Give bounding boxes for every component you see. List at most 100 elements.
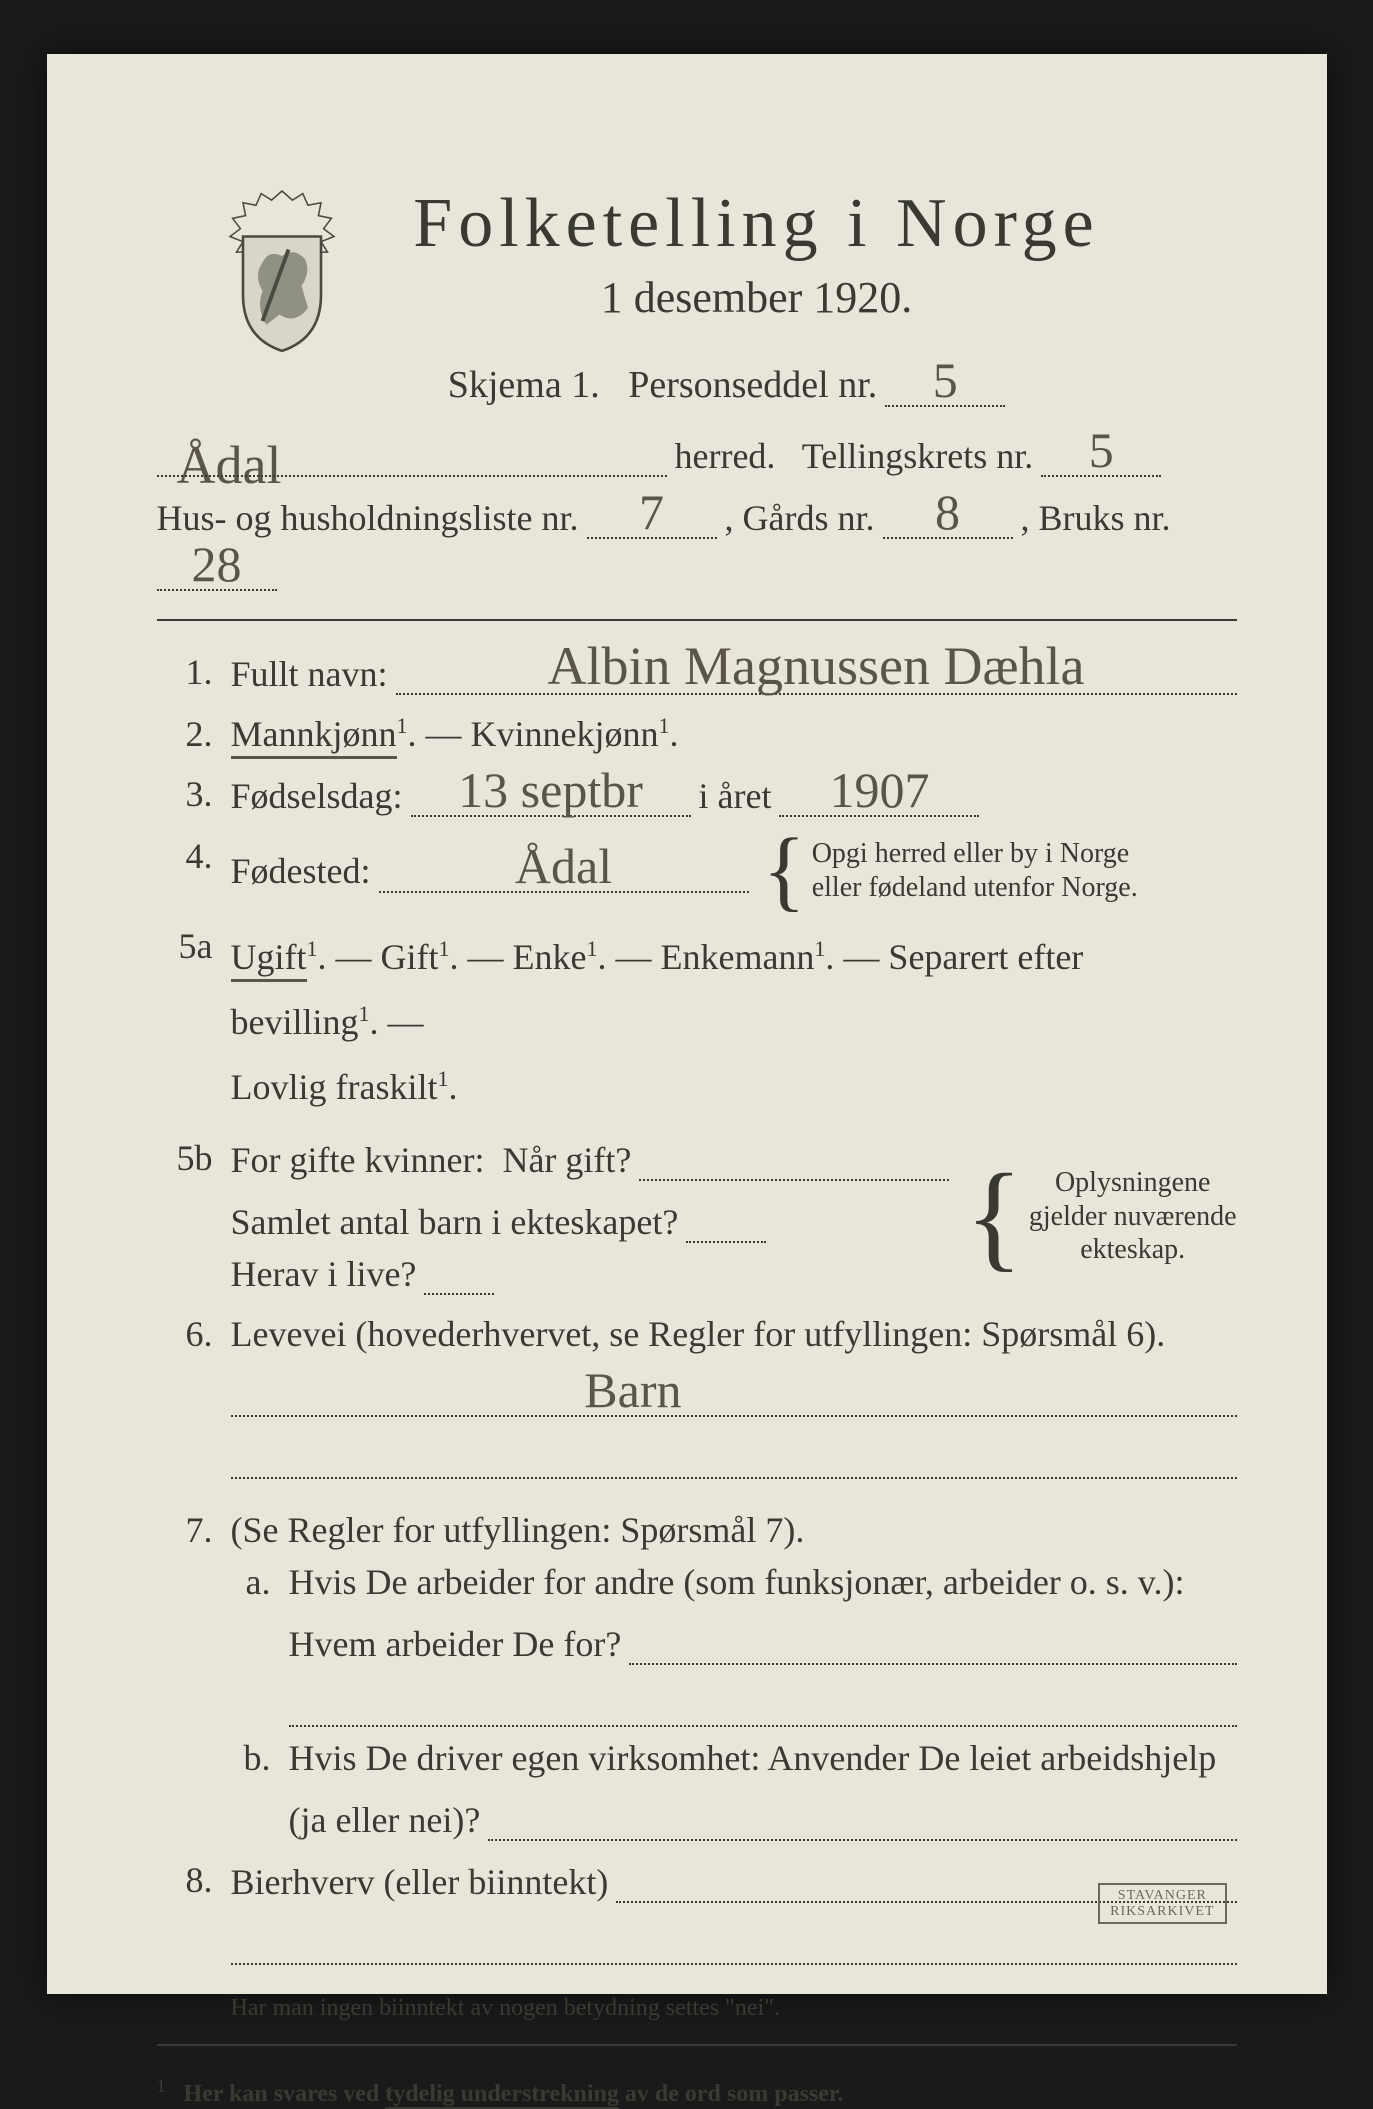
q2-period2: . bbox=[669, 714, 678, 754]
employer-field bbox=[629, 1621, 1236, 1665]
fn-t1: Her kan svares ved bbox=[184, 2081, 386, 2107]
husliste-label: Hus- og husholdningsliste nr. bbox=[157, 497, 579, 539]
q1-num: 1. bbox=[157, 651, 213, 695]
q6-label: Levevei (hovederhvervet, se Regler for u… bbox=[231, 1314, 1166, 1354]
q5b-label2: Samlet antal barn i ekteskapet? bbox=[231, 1201, 679, 1243]
q5b-note-l3: ekteskap. bbox=[1080, 1234, 1185, 1265]
sup: 1 bbox=[307, 936, 318, 961]
children-total-field bbox=[686, 1199, 766, 1243]
q2-kvinnekjonn: Kvinnekjønn bbox=[471, 714, 659, 754]
form-paper: Folketelling i Norge 1 desember 1920. Sk… bbox=[47, 54, 1327, 1994]
q6-num: 6. bbox=[157, 1313, 213, 1479]
birthyear-field: 1907 bbox=[779, 773, 979, 817]
bruks-value: 28 bbox=[192, 535, 242, 593]
gards-label: , Gårds nr. bbox=[725, 497, 875, 539]
q2-dash: — bbox=[426, 714, 471, 754]
occupation-value: Barn bbox=[584, 1361, 681, 1419]
q5a-enke: Enke bbox=[513, 937, 587, 977]
personseddel-nr-value: 5 bbox=[933, 351, 958, 409]
divider bbox=[157, 615, 1237, 621]
occupation-line2 bbox=[231, 1447, 1237, 1479]
fn-t2: tydelig understrekning bbox=[385, 2081, 619, 2109]
q2-period1: . bbox=[408, 714, 417, 754]
brace-icon: { bbox=[763, 835, 806, 907]
q7a-line1: Hvis De arbeider for andre (som funksjon… bbox=[289, 1561, 1237, 1603]
birthday-field: 13 septbr bbox=[411, 773, 691, 817]
children-alive-field bbox=[424, 1251, 494, 1295]
q5b-note-l2: gjelder nuværende bbox=[1029, 1201, 1237, 1232]
full-name-value: Albin Magnussen Dæhla bbox=[548, 635, 1085, 697]
q4-label: Fødested: bbox=[231, 850, 371, 892]
q1-label: Fullt navn: bbox=[231, 653, 388, 695]
q5a-gift: Gift bbox=[381, 937, 439, 977]
q2-num: 2. bbox=[157, 713, 213, 755]
q3-label2: i året bbox=[699, 775, 772, 817]
q7-label: (Se Regler for utfyllingen: Spørsmål 7). bbox=[231, 1510, 805, 1550]
q7b-line2: (ja eller nei)? bbox=[289, 1799, 481, 1841]
q5a-ugift: Ugift bbox=[231, 937, 307, 982]
birthyear-value: 1907 bbox=[829, 761, 929, 819]
sup: 1 bbox=[439, 936, 450, 961]
q4-note-l2: eller fødeland utenfor Norge. bbox=[812, 872, 1138, 903]
tellingskrets-field: 5 bbox=[1041, 433, 1161, 477]
q5a-separert: Separert efter bevilling bbox=[231, 937, 1084, 1042]
q5a-fraskilt: Lovlig fraskilt bbox=[231, 1067, 438, 1107]
fn-t4: ord som passer. bbox=[685, 2081, 843, 2107]
footnote-num: 1 bbox=[157, 2076, 166, 2096]
q4-note-l1: Opgi herred eller by i Norge bbox=[812, 838, 1130, 869]
q7b-line1: Hvis De driver egen virksomhet: Anvender… bbox=[289, 1737, 1237, 1779]
q5b-note-l1: Oplysningene bbox=[1055, 1167, 1211, 1198]
q2-sup1: 1 bbox=[397, 713, 408, 738]
q5b-label3: Herav i live? bbox=[231, 1253, 417, 1295]
sup: 1 bbox=[586, 936, 597, 961]
tellingskrets-value: 5 bbox=[1089, 421, 1114, 479]
birthday-value: 13 septbr bbox=[458, 761, 643, 819]
stamp-l1: STAVANGER bbox=[1110, 1888, 1214, 1903]
q7b-num: b. bbox=[231, 1737, 271, 1841]
personseddel-nr-field: 5 bbox=[885, 363, 1005, 407]
bruks-label: , Bruks nr. bbox=[1021, 497, 1171, 539]
q5a-num: 5a bbox=[157, 925, 213, 1119]
archive-stamp: STAVANGER RIKSARKIVET bbox=[1098, 1883, 1226, 1924]
page-background: Folketelling i Norge 1 desember 1920. Sk… bbox=[0, 0, 1373, 2048]
q2-sup2: 1 bbox=[658, 713, 669, 738]
q5b-label1: For gifte kvinner: Når gift? bbox=[231, 1139, 632, 1181]
hired-help-field bbox=[488, 1797, 1236, 1841]
sup: 1 bbox=[814, 936, 825, 961]
q3-label1: Fødselsdag: bbox=[231, 775, 403, 817]
husliste-field: 7 bbox=[587, 495, 717, 539]
bruks-field: 28 bbox=[157, 547, 277, 591]
herred-field bbox=[157, 433, 667, 477]
skjema-label: Skjema 1. Personseddel nr. bbox=[448, 363, 878, 407]
q5a-enkemann: Enkemann bbox=[660, 937, 814, 977]
footnote: 1 Her kan svares ved tydelig understrekn… bbox=[157, 2076, 1237, 2108]
gards-value: 8 bbox=[935, 483, 960, 541]
q5b-note: Oplysningene gjelder nuværende ekteskap. bbox=[1029, 1166, 1237, 1267]
form-subtitle: 1 desember 1920. bbox=[277, 272, 1237, 323]
form-title: Folketelling i Norge bbox=[277, 184, 1237, 264]
q7a-num: a. bbox=[231, 1561, 271, 1727]
gards-field: 8 bbox=[883, 495, 1013, 539]
q8-num: 8. bbox=[157, 1859, 213, 1903]
footer-divider bbox=[157, 2040, 1237, 2046]
sup: 1 bbox=[359, 1001, 370, 1026]
coat-of-arms-icon bbox=[217, 184, 347, 354]
q7-num: 7. bbox=[157, 1509, 213, 1841]
q3-num: 3. bbox=[157, 773, 213, 817]
fn-t3: av de bbox=[619, 2081, 685, 2107]
q4-note: Opgi herred eller by i Norge eller fødel… bbox=[812, 837, 1138, 904]
footer-note: Har man ingen biinntekt av nogen betydni… bbox=[231, 1995, 1237, 2022]
q5b-num: 5b bbox=[157, 1137, 213, 1295]
birthplace-value: Ådal bbox=[515, 837, 612, 895]
bierhverv-line2 bbox=[231, 1933, 1237, 1965]
stamp-l2: RIKSARKIVET bbox=[1110, 1904, 1214, 1919]
herred-label: herred. Tellingskrets nr. bbox=[675, 435, 1034, 477]
brace-icon: { bbox=[965, 1168, 1023, 1264]
occupation-field: Barn bbox=[231, 1385, 1237, 1417]
q4-num: 4. bbox=[157, 835, 213, 907]
married-when-field bbox=[639, 1137, 949, 1181]
q8-label: Bierhverv (eller biinntekt) bbox=[231, 1861, 609, 1903]
full-name-field: Albin Magnussen Dæhla bbox=[396, 651, 1237, 695]
sup: 1 bbox=[437, 1066, 448, 1091]
q2-mannkjonn: Mannkjønn bbox=[231, 714, 397, 759]
